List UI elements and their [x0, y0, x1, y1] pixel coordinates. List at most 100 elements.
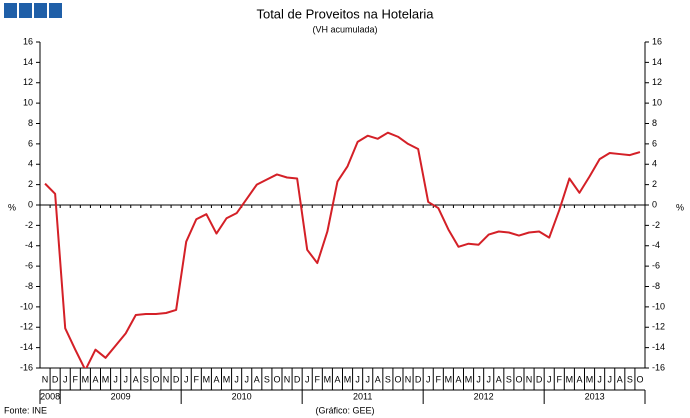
x-tick-label: S: [627, 374, 633, 384]
x-tick-label: M: [445, 374, 453, 384]
x-tick-label: F: [557, 374, 563, 384]
y-tick-label: 8: [28, 118, 33, 128]
x-tick-label: A: [92, 374, 98, 384]
x-tick-label: N: [42, 374, 49, 384]
x-tick-label: S: [385, 374, 391, 384]
x-tick-label: J: [234, 374, 239, 384]
x-tick-label: M: [324, 374, 332, 384]
x-tick-label: D: [294, 374, 301, 384]
x-tick-label: N: [526, 374, 533, 384]
y2-tick-label: -6: [652, 261, 660, 271]
x-tick-label: M: [82, 374, 90, 384]
x-tick-label: F: [315, 374, 321, 384]
x-tick-label: J: [355, 374, 360, 384]
x-tick-label: F: [194, 374, 200, 384]
y2-tick-label: 12: [652, 77, 662, 87]
year-label: 2010: [232, 391, 252, 401]
y-tick-label: 6: [28, 138, 33, 148]
y2-tick-label: 4: [652, 159, 657, 169]
chart-subtitle: (VH acumulada): [312, 24, 377, 34]
y2-tick-label: -4: [652, 240, 660, 250]
x-tick-label: D: [52, 374, 59, 384]
y-tick-label: 14: [23, 57, 33, 67]
x-tick-label: D: [536, 374, 543, 384]
y-tick-label: 10: [23, 98, 33, 108]
x-tick-label: J: [184, 374, 189, 384]
y2-tick-label: -10: [652, 301, 665, 311]
x-tick-label: J: [113, 374, 118, 384]
x-tick-label: A: [133, 374, 139, 384]
x-tick-label: A: [213, 374, 219, 384]
x-tick-label: J: [597, 374, 602, 384]
year-label: 2012: [474, 391, 494, 401]
year-label: 2009: [111, 391, 131, 401]
year-label: 2008: [40, 391, 60, 401]
y2-tick-label: -2: [652, 220, 660, 230]
x-tick-label: A: [576, 374, 582, 384]
x-tick-label: M: [223, 374, 231, 384]
credit: (Gráfico: GEE): [315, 405, 374, 415]
x-tick-label: J: [476, 374, 481, 384]
x-tick-label: O: [273, 374, 280, 384]
y2-tick-label: 16: [652, 36, 662, 46]
x-tick-label: D: [415, 374, 422, 384]
x-tick-label: J: [486, 374, 491, 384]
y-tick-label: -2: [25, 220, 33, 230]
y-tick-label: 0: [28, 199, 33, 209]
x-tick-label: M: [566, 374, 574, 384]
y2-axis-label: %: [676, 202, 684, 212]
x-tick-label: A: [617, 374, 623, 384]
y-tick-label: 2: [28, 179, 33, 189]
chart-title: Total de Proveitos na Hotelaria: [256, 6, 434, 21]
x-tick-label: S: [264, 374, 270, 384]
y-tick-label: 12: [23, 77, 33, 87]
x-tick-label: M: [203, 374, 211, 384]
y-tick-label: 16: [23, 36, 33, 46]
y2-tick-label: 14: [652, 57, 662, 67]
y2-tick-label: -16: [652, 362, 665, 372]
x-tick-label: N: [163, 374, 170, 384]
year-label: 2013: [585, 391, 605, 401]
x-tick-label: J: [426, 374, 431, 384]
y2-tick-label: 0: [652, 199, 657, 209]
x-tick-label: J: [607, 374, 612, 384]
y2-tick-label: 6: [652, 138, 657, 148]
x-tick-label: J: [63, 374, 68, 384]
x-tick-label: M: [465, 374, 473, 384]
x-tick-label: A: [455, 374, 461, 384]
y-axis-label: %: [8, 202, 16, 212]
y-tick-label: -14: [20, 342, 33, 352]
x-tick-label: O: [152, 374, 159, 384]
x-tick-label: J: [365, 374, 370, 384]
x-tick-label: O: [515, 374, 522, 384]
y2-tick-label: -8: [652, 281, 660, 291]
x-tick-label: J: [305, 374, 310, 384]
x-tick-label: S: [143, 374, 149, 384]
x-tick-label: O: [636, 374, 643, 384]
y-tick-label: -8: [25, 281, 33, 291]
x-tick-label: N: [405, 374, 412, 384]
source: Fonte: INE: [4, 405, 47, 415]
x-tick-label: J: [547, 374, 552, 384]
y2-tick-label: 10: [652, 98, 662, 108]
y-tick-label: -6: [25, 261, 33, 271]
logo: [4, 3, 62, 18]
year-label: 2011: [353, 391, 372, 401]
y2-tick-label: 8: [652, 118, 657, 128]
y-tick-label: -4: [25, 240, 33, 250]
x-tick-label: F: [73, 374, 79, 384]
x-tick-label: O: [394, 374, 401, 384]
x-tick-label: M: [344, 374, 352, 384]
x-tick-label: M: [586, 374, 594, 384]
y-tick-label: -12: [20, 322, 33, 332]
y-tick-label: -10: [20, 301, 33, 311]
x-tick-label: A: [254, 374, 260, 384]
y2-tick-label: 2: [652, 179, 657, 189]
y2-tick-label: -14: [652, 342, 665, 352]
x-tick-label: F: [436, 374, 442, 384]
x-tick-label: A: [375, 374, 381, 384]
y-tick-label: 4: [28, 159, 33, 169]
x-tick-label: M: [102, 374, 110, 384]
x-tick-label: S: [506, 374, 512, 384]
